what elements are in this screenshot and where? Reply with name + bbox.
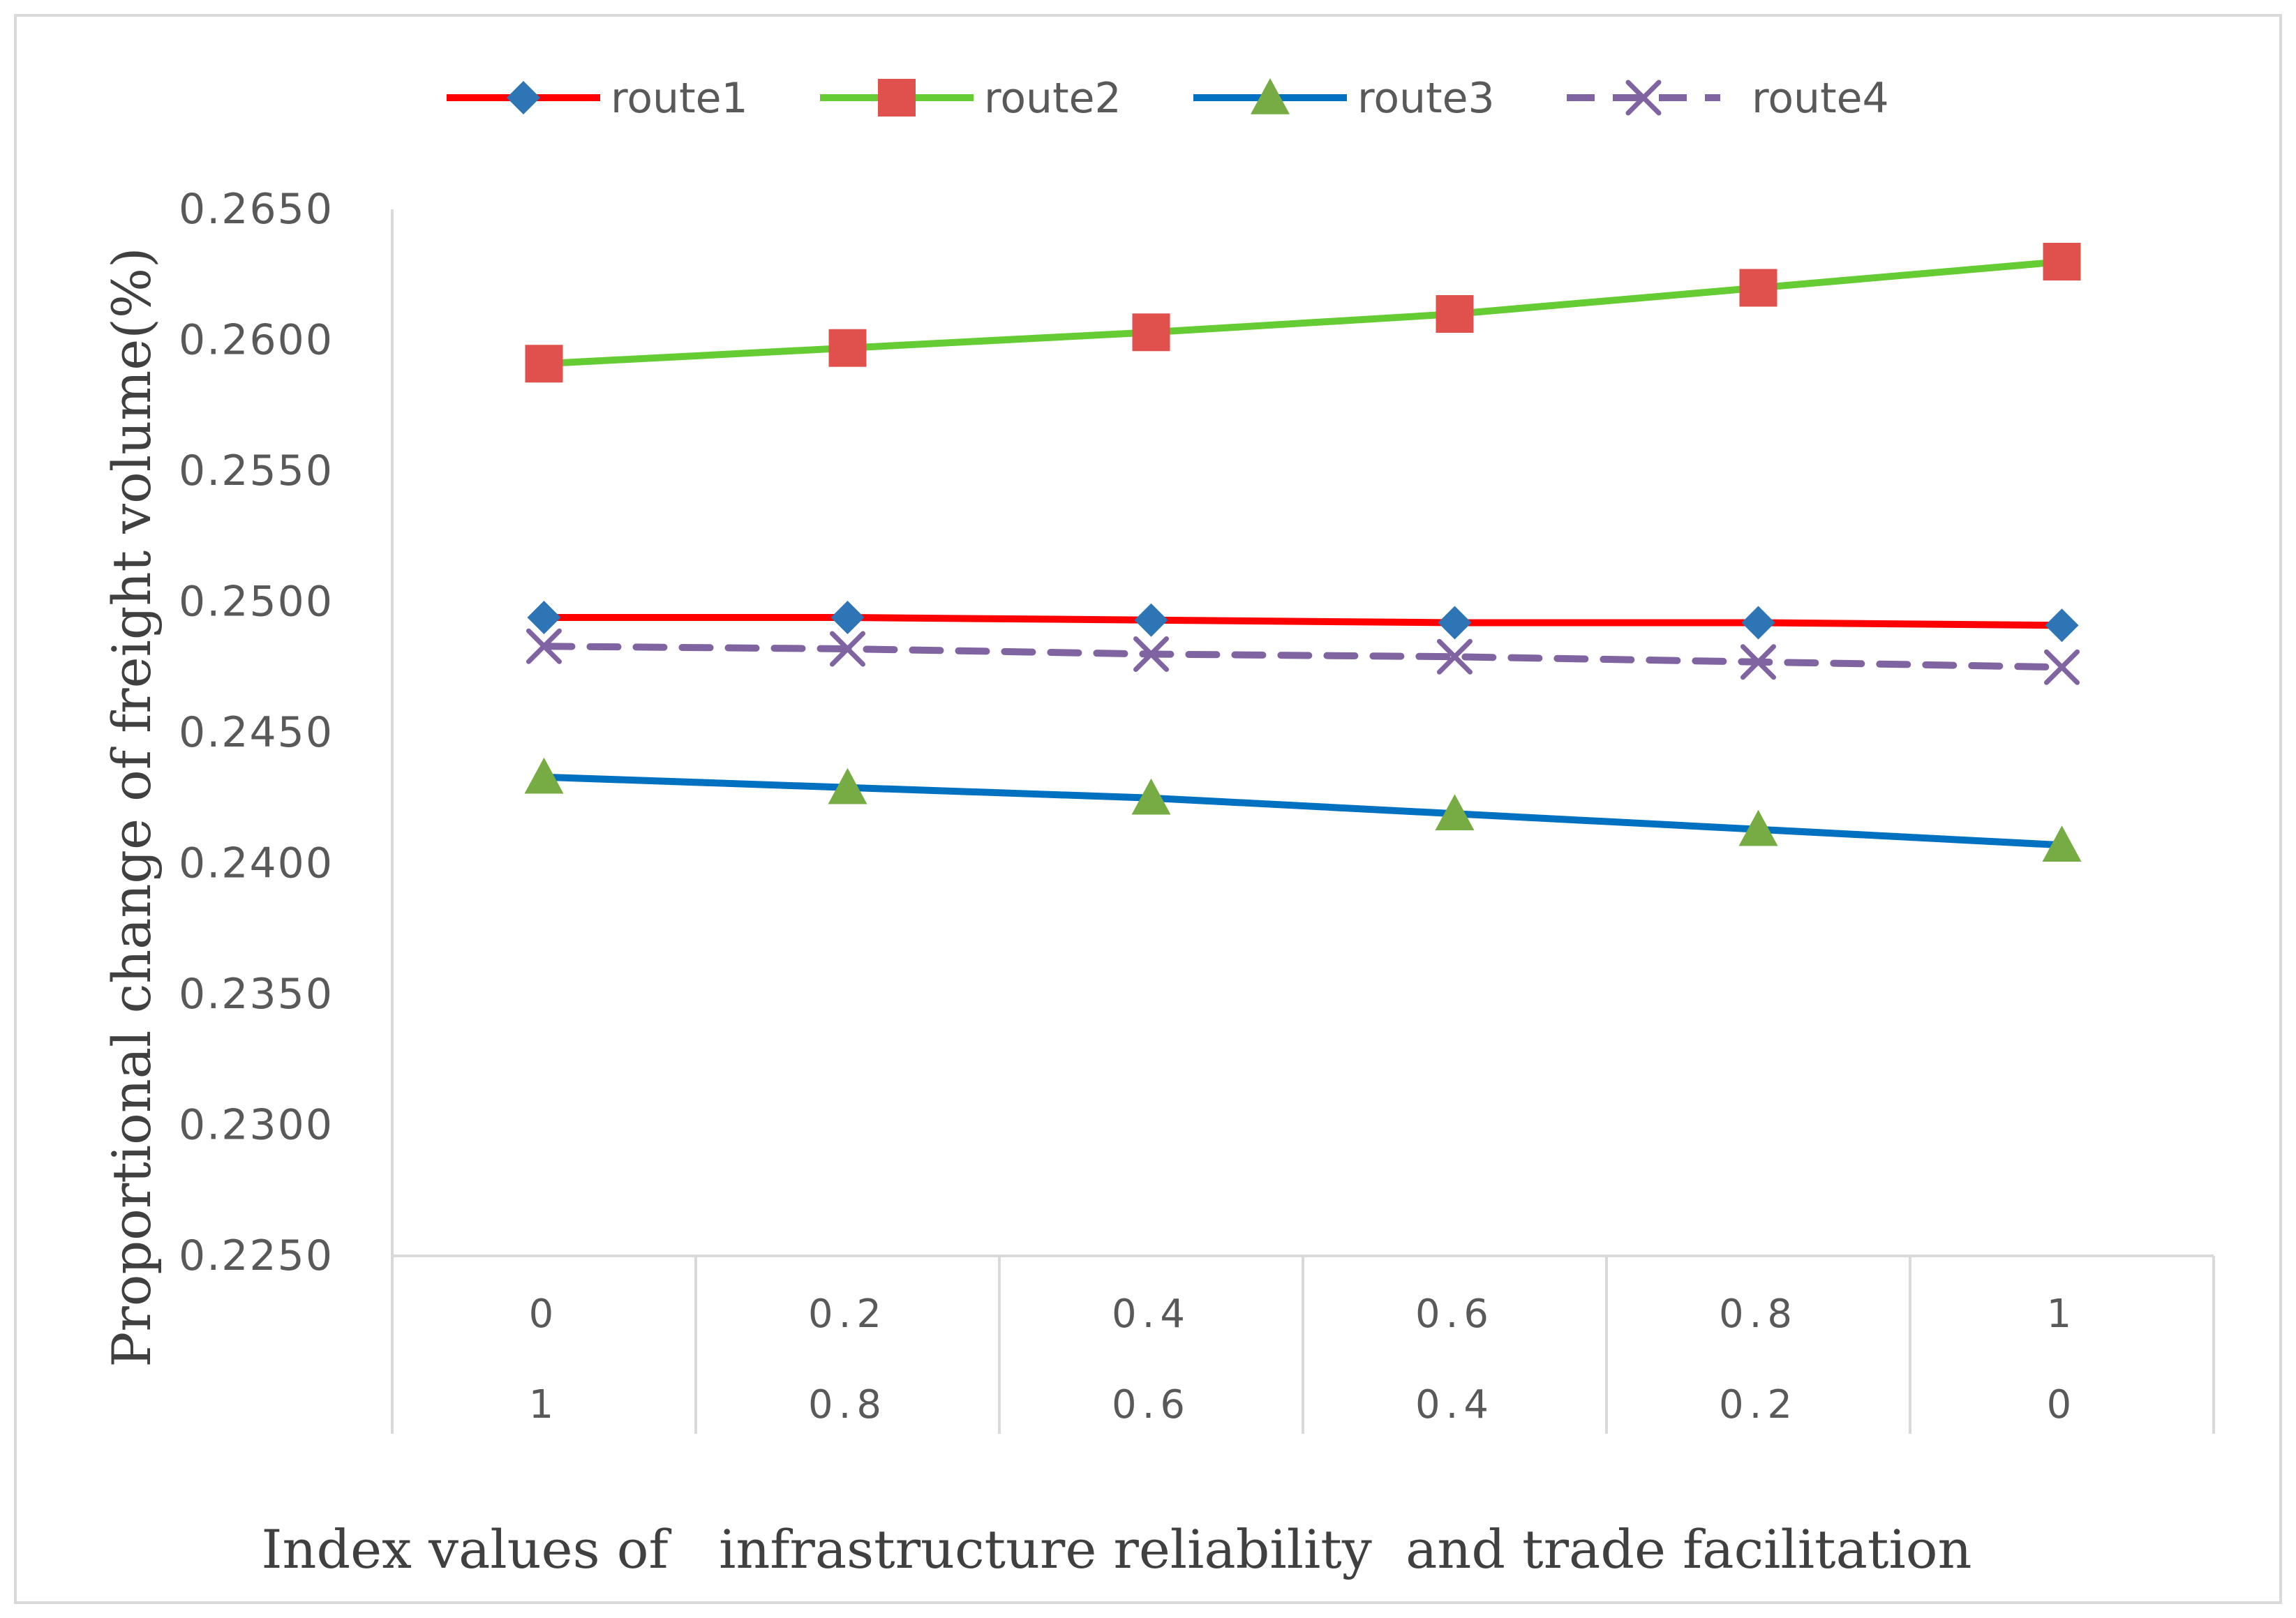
series-line-route2 [540, 258, 2066, 368]
legend-item-route3: route3 [1193, 74, 1495, 123]
x-tick-label-row2: 0.4 [1415, 1382, 1494, 1428]
data-point-marker [1132, 313, 1170, 352]
data-point-marker [1133, 636, 1169, 672]
x-tick-label-row2: 0.2 [1719, 1382, 1798, 1428]
data-point-marker [1134, 603, 1168, 637]
data-point-marker [526, 628, 562, 664]
y-tick-label: 0.2350 [179, 970, 334, 1019]
series-line-route1 [540, 614, 2066, 629]
x-axis-title: Index values of infrastructure reliabili… [262, 1518, 1972, 1580]
data-point-marker [507, 81, 540, 114]
y-tick-label: 0.2450 [179, 708, 334, 757]
x-tick-label-row1: 0.2 [808, 1291, 887, 1337]
data-point-marker [878, 79, 916, 117]
legend-item-route1: route1 [447, 74, 748, 123]
x-tick-label-row1: 0.6 [1415, 1291, 1494, 1337]
x-tick-label-row1: 1 [2047, 1291, 2078, 1337]
legend-label: route1 [611, 74, 748, 123]
data-point-marker [1438, 606, 1472, 640]
y-tick-label: 0.2500 [179, 578, 334, 627]
y-axis: 0.2250 0.2300 0.2350 0.2400 0.2450 0.2500 0.25… [179, 185, 394, 1280]
x-marker-stroke [830, 631, 865, 667]
data-point-marker [1740, 644, 1776, 680]
series-line-route4 [540, 643, 2066, 671]
series-route3 [524, 757, 2082, 862]
series-line-route3 [540, 773, 2066, 849]
legend-label: route2 [984, 74, 1121, 123]
data-point-marker [1437, 638, 1473, 675]
series-route1 [527, 601, 2079, 643]
series-route2 [525, 243, 2081, 383]
data-point-marker [1251, 78, 1290, 114]
x-marker-stroke [2044, 649, 2080, 685]
x-tick-label-row1: 0.4 [1112, 1291, 1191, 1337]
data-point-marker [2043, 243, 2081, 280]
y-axis-title: Proportional change of freight volume(%) [100, 247, 163, 1367]
x-tick-label-row2: 1 [529, 1382, 560, 1428]
legend-label: route4 [1752, 74, 1889, 123]
data-point-marker [1739, 269, 1777, 307]
data-point-marker [2044, 649, 2080, 685]
x-marker-stroke [526, 628, 562, 664]
series-route4 [526, 628, 2080, 685]
data-point-marker [2042, 825, 2082, 862]
y-tick-label: 0.2250 [179, 1231, 334, 1280]
x-marker-stroke [1740, 644, 1776, 680]
x-marker-stroke [1625, 80, 1662, 116]
plot-area [524, 243, 2082, 862]
data-point-marker [828, 767, 867, 804]
x-marker-stroke [1437, 638, 1473, 675]
data-point-marker [524, 757, 564, 794]
y-tick-label: 0.2400 [179, 839, 334, 888]
x-marker-stroke [1133, 636, 1169, 672]
y-tick-label: 0.2300 [179, 1101, 334, 1150]
x-tick-label-row2: 0.6 [1112, 1382, 1191, 1428]
x-axis: 0 0.2 0.4 0.6 0.8 1 1 0.8 0.6 0.4 0.2 0 [391, 1254, 2215, 1434]
legend-item-route2: route2 [820, 74, 1121, 123]
data-point-marker [828, 329, 867, 367]
data-point-marker [527, 601, 561, 634]
legend-item-route4: route4 [1567, 74, 1889, 123]
y-tick-label: 0.2550 [179, 447, 334, 495]
data-point-marker [1436, 295, 1474, 333]
legend: route1 route2 route3 route4 [447, 74, 1889, 123]
data-point-marker [2045, 608, 2079, 643]
data-point-marker [525, 345, 563, 383]
data-point-marker [1435, 794, 1475, 831]
data-point-marker [1741, 606, 1775, 640]
data-point-marker [830, 631, 865, 667]
data-point-marker [830, 601, 865, 634]
data-point-marker [1738, 809, 1778, 846]
legend-label: route3 [1357, 74, 1495, 123]
x-tick-label-row2: 0.8 [808, 1382, 887, 1428]
x-tick-label-row2: 0 [2047, 1382, 2078, 1428]
x-tick-label-row1: 0 [529, 1291, 560, 1337]
data-point-marker [1131, 778, 1171, 815]
y-tick-label: 0.2600 [179, 316, 334, 365]
x-tick-label-row1: 0.8 [1719, 1291, 1798, 1337]
y-tick-label: 0.2650 [179, 185, 334, 234]
data-point-marker [1625, 80, 1662, 116]
